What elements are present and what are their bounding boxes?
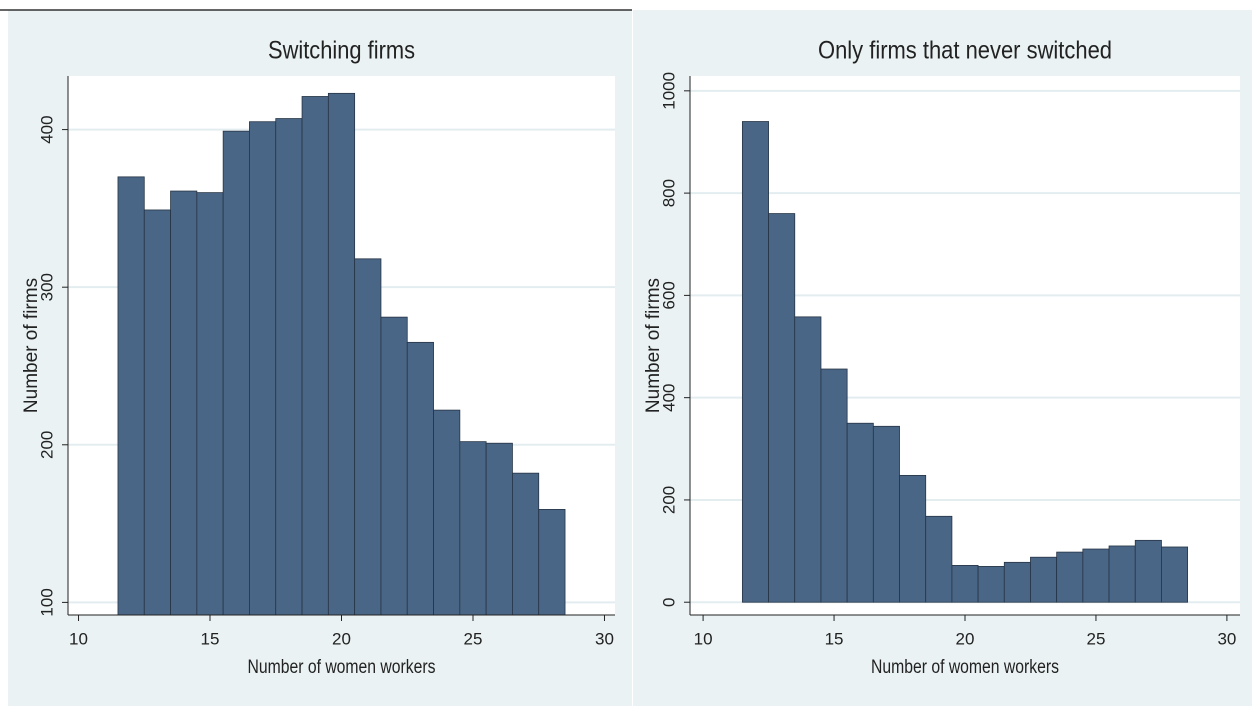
bar: [925, 515, 953, 603]
y-tick-label: 800: [659, 179, 678, 207]
x-tick-label: 20: [332, 629, 351, 648]
bar: [1056, 551, 1084, 603]
chart-title: Switching firms: [268, 37, 415, 65]
y-tick-label: 300: [37, 273, 56, 301]
bar: [485, 442, 513, 616]
bar: [1161, 546, 1189, 603]
bar: [459, 441, 487, 616]
bar: [327, 92, 356, 616]
x-tick-label: 20: [956, 629, 975, 648]
x-tick-label: 25: [464, 629, 483, 648]
bar: [222, 130, 250, 616]
bar: [117, 176, 145, 616]
x-tick-label: 10: [69, 629, 88, 648]
bar: [1082, 548, 1110, 603]
bar: [820, 368, 848, 603]
x-tick-label: 25: [1086, 629, 1105, 648]
bar: [1134, 539, 1162, 603]
bar: [512, 472, 540, 616]
bar: [249, 121, 277, 616]
bar: [899, 474, 927, 603]
y-tick-label: 400: [659, 383, 678, 411]
bar: [1030, 556, 1058, 603]
x-tick-label: 15: [825, 629, 844, 648]
y-tick-label: 200: [659, 486, 678, 514]
y-tick-label: 0: [659, 597, 678, 606]
bar: [433, 409, 461, 616]
x-tick-label: 30: [595, 629, 614, 648]
bar: [741, 121, 769, 603]
y-axis-title: Number of firms: [643, 278, 664, 413]
bar: [301, 96, 329, 616]
x-axis-title: Number of women workers: [871, 657, 1059, 678]
x-tick-label: 10: [694, 629, 713, 648]
bar: [794, 316, 822, 603]
x-axis-title: Number of women workers: [248, 657, 436, 678]
bar: [1108, 545, 1136, 603]
bar: [380, 316, 408, 616]
bar: [538, 509, 566, 616]
bar: [1003, 561, 1031, 603]
bar: [872, 425, 900, 603]
bar: [354, 258, 382, 616]
bar: [143, 209, 171, 616]
bar: [977, 566, 1005, 603]
bar: [170, 190, 198, 616]
chart-title: Only firms that never switched: [818, 37, 1112, 65]
bar: [951, 564, 979, 603]
y-tick-label: 600: [659, 281, 678, 309]
bar: [406, 341, 434, 616]
bar: [275, 118, 303, 616]
bar: [846, 422, 874, 603]
x-tick-label: 30: [1217, 629, 1236, 648]
x-tick-label: 15: [201, 629, 220, 648]
bar: [768, 213, 796, 603]
y-tick-label: 200: [37, 431, 56, 459]
y-tick-label: 1000: [659, 72, 678, 110]
y-tick-label: 100: [37, 588, 56, 616]
y-axis-title: Number of firms: [21, 278, 42, 413]
bar: [196, 192, 224, 616]
y-tick-label: 400: [37, 115, 56, 143]
